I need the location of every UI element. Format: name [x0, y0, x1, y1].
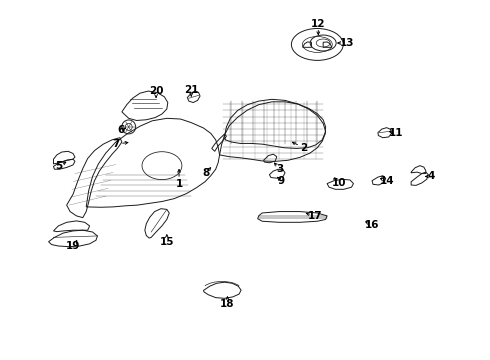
- Text: 14: 14: [379, 176, 394, 186]
- Text: 7: 7: [112, 139, 120, 149]
- Text: 11: 11: [389, 129, 404, 138]
- Text: 15: 15: [160, 237, 174, 247]
- Text: 18: 18: [220, 299, 235, 309]
- Text: 19: 19: [66, 241, 80, 251]
- Text: 12: 12: [311, 19, 325, 29]
- Text: 9: 9: [278, 176, 285, 186]
- Text: 5: 5: [55, 161, 62, 171]
- Text: 4: 4: [428, 171, 435, 181]
- Text: 3: 3: [276, 164, 284, 174]
- Text: 1: 1: [175, 179, 183, 189]
- Text: 13: 13: [340, 38, 354, 48]
- Text: 6: 6: [117, 125, 124, 135]
- Text: 21: 21: [184, 85, 198, 95]
- Text: 2: 2: [300, 143, 307, 153]
- Text: 10: 10: [332, 177, 346, 188]
- Text: 8: 8: [202, 168, 210, 178]
- Text: 16: 16: [365, 220, 379, 230]
- Text: 20: 20: [149, 86, 163, 96]
- Text: 17: 17: [308, 211, 323, 221]
